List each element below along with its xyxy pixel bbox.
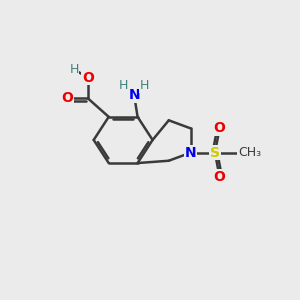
Text: O: O	[82, 70, 94, 85]
Text: O: O	[214, 170, 226, 184]
Text: H: H	[69, 63, 79, 76]
Text: S: S	[210, 146, 220, 160]
Text: O: O	[214, 122, 226, 135]
Text: CH₃: CH₃	[238, 146, 261, 159]
Text: N: N	[128, 88, 140, 102]
Text: N: N	[185, 146, 197, 160]
Text: H: H	[119, 79, 128, 92]
Text: O: O	[61, 92, 73, 105]
Text: H: H	[140, 79, 149, 92]
